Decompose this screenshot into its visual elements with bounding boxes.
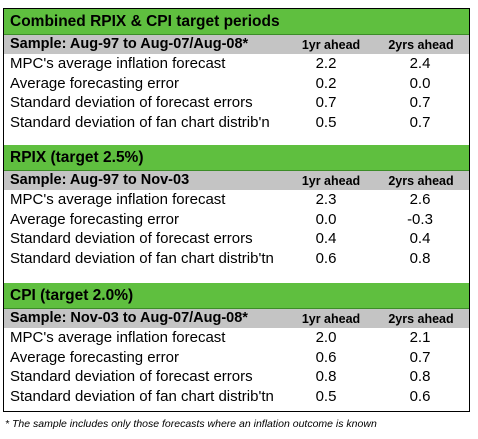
sample-row: Sample: Aug-97 to Nov-03 1yr ahead 2yrs … (4, 171, 469, 190)
table-row: MPC's average inflation forecast 2.3 2.6 (4, 190, 469, 210)
row-label: MPC's average inflation forecast (10, 191, 226, 208)
value-2yrs: 0.0 (409, 74, 431, 92)
value-2yrs: 0.8 (409, 368, 431, 385)
row-label: Average forecasting error (10, 74, 179, 92)
row-label: MPC's average inflation forecast (10, 55, 226, 72)
section-cpi: CPI (target 2.0%) Sample: Nov-03 to Aug-… (4, 283, 469, 406)
section-combined: Combined RPIX & CPI target periods Sampl… (4, 9, 469, 132)
footnote: * The sample includes only those forecas… (5, 418, 377, 430)
col-header-1yr: 1yr ahead (301, 38, 361, 52)
value-1yr: 2.3 (315, 191, 337, 208)
row-label: Standard deviation of fan chart distrib'… (10, 387, 274, 405)
row-label: MPC's average inflation forecast (10, 329, 226, 346)
table-row: Standard deviation of fan chart distrib'… (4, 113, 469, 133)
value-1yr: 2.0 (315, 329, 337, 346)
section-rpix: RPIX (target 2.5%) Sample: Aug-97 to Nov… (4, 145, 469, 268)
table-row: Standard deviation of fan chart distrib'… (4, 387, 469, 407)
value-2yrs: -0.3 (407, 210, 433, 228)
value-1yr: 0.2 (315, 74, 337, 92)
section-title: RPIX (target 2.5%) (4, 145, 469, 171)
col-header-1yr: 1yr ahead (301, 174, 361, 188)
value-1yr: 0.6 (315, 348, 337, 366)
row-label: Standard deviation of fan chart distrib'… (10, 249, 274, 267)
value-1yr: 0.6 (315, 249, 337, 267)
value-2yrs: 0.6 (409, 387, 431, 405)
value-1yr: 2.2 (315, 55, 337, 72)
value-1yr: 0.4 (315, 230, 337, 247)
row-label: Standard deviation of forecast errors (10, 230, 253, 247)
value-2yrs: 2.1 (409, 329, 431, 346)
sample-row: Sample: Nov-03 to Aug-07/Aug-08* 1yr ahe… (4, 309, 469, 328)
row-label: Standard deviation of fan chart distrib'… (10, 113, 270, 131)
sample-label: Sample: Aug-97 to Nov-03 (10, 172, 190, 188)
sample-label: Sample: Aug-97 to Aug-07/Aug-08* (10, 36, 249, 52)
value-1yr: 0.5 (315, 387, 337, 405)
table-row: Standard deviation of fan chart distrib'… (4, 249, 469, 269)
col-header-1yr: 1yr ahead (301, 312, 361, 326)
table-row: Average forecasting error 0.2 0.0 (4, 74, 469, 94)
value-2yrs: 0.7 (409, 348, 431, 366)
value-2yrs: 2.6 (409, 191, 431, 208)
value-2yrs: 0.8 (409, 249, 431, 267)
value-2yrs: 0.4 (409, 230, 431, 247)
table-row: Average forecasting error 0.6 0.7 (4, 348, 469, 368)
row-label: Standard deviation of forecast errors (10, 368, 253, 385)
value-1yr: 0.0 (315, 210, 337, 228)
col-header-2yrs: 2yrs ahead (388, 38, 454, 52)
row-label: Average forecasting error (10, 348, 179, 366)
row-label: Standard deviation of forecast errors (10, 94, 253, 111)
table-row: MPC's average inflation forecast 2.0 2.1 (4, 328, 469, 348)
table-row: MPC's average inflation forecast 2.2 2.4 (4, 54, 469, 74)
value-1yr: 0.8 (315, 368, 337, 385)
table-row: Standard deviation of forecast errors 0.… (4, 93, 469, 113)
value-2yrs: 0.7 (409, 94, 431, 111)
row-label: Average forecasting error (10, 210, 179, 228)
value-1yr: 0.5 (315, 113, 337, 131)
col-header-2yrs: 2yrs ahead (388, 312, 454, 326)
sample-row: Sample: Aug-97 to Aug-07/Aug-08* 1yr ahe… (4, 35, 469, 54)
sample-label: Sample: Nov-03 to Aug-07/Aug-08* (10, 310, 248, 326)
table-row: Standard deviation of forecast errors 0.… (4, 367, 469, 387)
value-1yr: 0.7 (315, 94, 337, 111)
col-header-2yrs: 2yrs ahead (388, 174, 454, 188)
section-title: Combined RPIX & CPI target periods (4, 9, 469, 35)
table-row: Standard deviation of forecast errors 0.… (4, 229, 469, 249)
value-2yrs: 2.4 (409, 55, 431, 72)
value-2yrs: 0.7 (409, 113, 431, 131)
table-row: Average forecasting error 0.0 -0.3 (4, 210, 469, 230)
forecast-table: Combined RPIX & CPI target periods Sampl… (3, 8, 470, 412)
section-title: CPI (target 2.0%) (4, 283, 469, 309)
